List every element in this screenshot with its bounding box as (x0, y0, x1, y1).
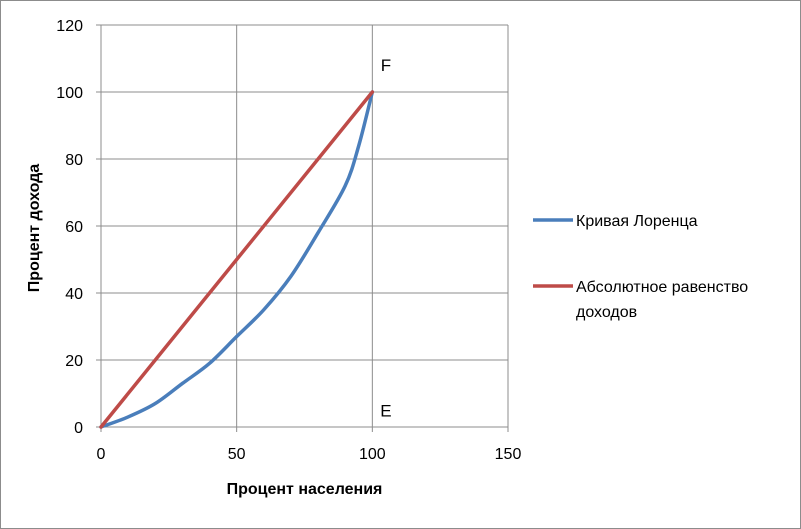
legend: Кривая Лоренца Абсолютное равенство доходо… (533, 213, 748, 321)
y-tick-label: 0 (74, 420, 83, 437)
series-line-1 (99, 90, 375, 429)
annotations: FE (380, 56, 391, 420)
x-tick-label: 150 (495, 446, 522, 463)
legend-label-2: Абсолютное равенство доходов (576, 279, 748, 321)
tick-labels: 0 20 40 60 80 100 120 0 50 100 150 (56, 18, 521, 463)
annotation-e: E (380, 401, 391, 420)
y-tick-label: 40 (65, 286, 83, 303)
y-tick-label: 20 (65, 353, 83, 370)
series-layer (99, 90, 375, 429)
y-tick-label: 80 (65, 152, 83, 169)
x-axis-title: Процент населения (227, 481, 383, 498)
y-axis-title: Процент дохода (26, 164, 43, 292)
x-tick-label: 100 (359, 446, 386, 463)
x-tick-label: 50 (228, 446, 246, 463)
legend-label-line: Кривая Лоренца (576, 213, 698, 230)
axes (96, 24, 509, 432)
y-tick-label: 60 (65, 219, 83, 236)
legend-label-1: Кривая Лоренца (576, 213, 698, 230)
legend-label-line: Абсолютное равенство (576, 279, 748, 296)
y-tick-label: 100 (56, 85, 83, 102)
y-tick-label: 120 (56, 18, 83, 35)
x-tick-label: 0 (97, 446, 106, 463)
series-line-2 (99, 90, 375, 429)
grid (100, 24, 509, 428)
annotation-f: F (381, 56, 391, 75)
legend-label-line: доходов (576, 304, 637, 321)
